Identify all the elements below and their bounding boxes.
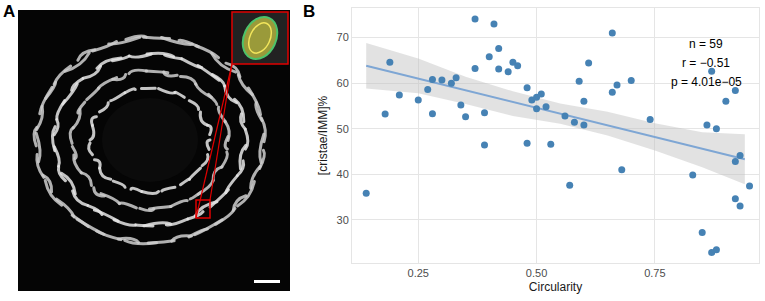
html-text:A: A xyxy=(3,2,16,21)
svg-text:50: 50 xyxy=(337,123,349,135)
svg-text:0.50: 0.50 xyxy=(526,267,547,279)
svg-text:0.75: 0.75 xyxy=(644,267,665,279)
svg-text:60: 60 xyxy=(337,77,349,89)
svg-text:p = 4.01e−05: p = 4.01e−05 xyxy=(671,75,742,89)
svg-text:0.25: 0.25 xyxy=(408,267,429,279)
svg-text:Circularity: Circularity xyxy=(529,280,582,294)
svg-text:n = 59: n = 59 xyxy=(689,37,723,51)
svg-text:70: 70 xyxy=(337,31,349,43)
svg-text:[cristae/IMM]%: [cristae/IMM]% xyxy=(316,96,330,176)
svg-text:30: 30 xyxy=(337,214,349,226)
svg-text:40: 40 xyxy=(337,168,349,180)
html-text:B: B xyxy=(303,2,316,21)
svg-text:r = −0.51: r = −0.51 xyxy=(682,56,730,70)
